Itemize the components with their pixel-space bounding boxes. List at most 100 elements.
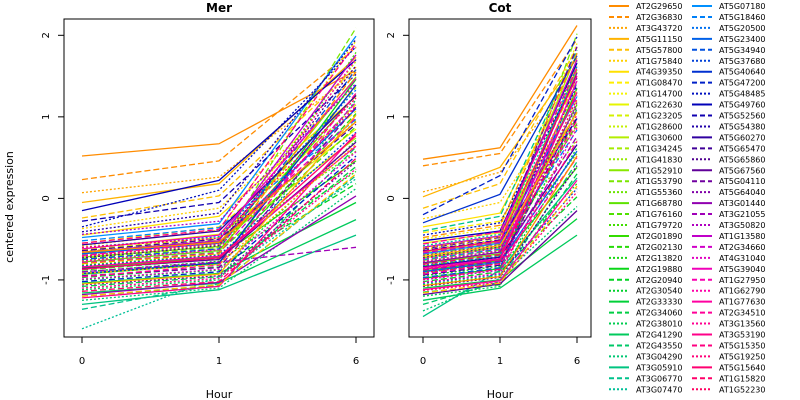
cot-series-line	[422, 206, 578, 312]
cot-series-line	[422, 210, 578, 296]
legend-entry: AT5G65470	[692, 144, 765, 153]
legend-label: AT2G02130	[636, 243, 682, 252]
legend-label: AT5G07180	[719, 2, 765, 11]
cot-series-lines	[422, 25, 578, 318]
cot-series-line	[422, 173, 578, 293]
cot-series-line	[422, 59, 578, 248]
legend-label: AT1G77630	[719, 298, 765, 307]
cot-y-tick-label: 1	[386, 114, 397, 120]
legend-entry: AT1G52910	[609, 166, 682, 175]
mer-series-line	[81, 157, 357, 292]
cot-series-line	[422, 124, 578, 262]
legend-label: AT3G04290	[636, 352, 682, 361]
legend-label: AT2G13820	[636, 254, 682, 263]
legend-entry: AT3G01440	[692, 199, 765, 208]
mer-series-line	[81, 82, 357, 235]
legend-entry: AT5G19250	[692, 352, 765, 361]
legend-label: AT5G19250	[719, 352, 765, 361]
cot-series-line	[422, 116, 578, 275]
mer-series-line	[81, 96, 357, 236]
mer-series-line	[81, 27, 357, 260]
legend-label: AT5G15350	[719, 341, 765, 350]
cot-series-line	[422, 185, 578, 294]
legend-entry: AT1G08470	[609, 79, 682, 88]
cot-series-line	[422, 57, 578, 198]
mer-series-line	[81, 35, 357, 239]
legend-entry: AT5G60270	[692, 133, 765, 142]
legend-label: AT1G53790	[636, 177, 682, 186]
legend-label: AT2G29650	[636, 2, 682, 11]
mer-series-line	[81, 58, 357, 262]
cot-series-line	[422, 108, 578, 297]
cot-series-line	[422, 188, 578, 284]
legend-label: AT1G76160	[636, 210, 682, 219]
legend-label: AT5G47200	[719, 79, 765, 88]
legend-label: AT5G37680	[719, 57, 765, 66]
legend-entry: AT5G57800	[609, 46, 682, 55]
mer-series-line	[81, 178, 357, 330]
legend-entry: AT1G13580	[692, 232, 765, 241]
mer-y-tick-label: 0	[41, 195, 52, 201]
legend-entry: AT5G54380	[692, 122, 765, 131]
cot-series-line	[422, 110, 578, 276]
cot-panel-title: Cot	[489, 1, 512, 15]
legend-label: AT5G34940	[719, 46, 765, 55]
mer-x-tick-label: 6	[353, 356, 359, 367]
legend-entry: AT1G15820	[692, 374, 765, 383]
legend-entry: AT1G77630	[692, 298, 765, 307]
legend-label: AT1G14700	[636, 90, 682, 99]
mer-series-line	[81, 166, 357, 288]
legend-entry: AT2G41290	[609, 331, 682, 340]
legend-label: AT3G06770	[636, 374, 682, 383]
cot-series-line	[422, 92, 578, 270]
legend-label: AT1G34245	[636, 144, 682, 153]
mer-series-line	[81, 92, 357, 278]
legend-label: AT5G60270	[719, 133, 765, 142]
legend-label: AT5G65860	[719, 155, 765, 164]
cot-series-line	[422, 47, 578, 209]
mer-series-line	[81, 168, 357, 289]
mer-x-tick-label: 0	[79, 356, 85, 367]
cot-series-line	[422, 55, 578, 224]
cot-panel: Cot Hour -1 0 1 2 0 1 6	[386, 1, 592, 400]
mer-series-line	[81, 99, 357, 291]
legend-entry: AT1G14700	[609, 90, 682, 99]
cot-series-line	[422, 161, 578, 306]
legend-label: AT5G11150	[636, 35, 682, 44]
legend-label: AT1G55360	[636, 188, 682, 197]
legend-entry: AT1G30600	[609, 133, 682, 142]
legend-label: AT3G05910	[636, 363, 682, 372]
legend-entry: AT3G21055	[692, 210, 765, 219]
legend-entry: AT5G15640	[692, 363, 765, 372]
legend-entry: AT2G34660	[692, 243, 765, 252]
legend-entry: AT5G18460	[692, 13, 765, 22]
cot-series-line	[422, 52, 578, 253]
mer-panel: Mer Hour centered expression -1 0 1 2 0 1 6	[3, 1, 375, 400]
legend-entry: AT5G34940	[692, 46, 765, 55]
legend-entry: AT2G33330	[609, 298, 682, 307]
legend-label: AT2G34660	[719, 243, 765, 252]
legend-label: AT5G04110	[719, 177, 765, 186]
mer-series-line	[81, 121, 357, 253]
mer-series-line	[81, 66, 357, 219]
legend-entry: AT3G07470	[609, 385, 682, 394]
legend-entry: AT5G39040	[692, 265, 765, 274]
legend-label: AT5G54380	[719, 122, 765, 131]
mer-series-line	[81, 234, 357, 306]
cot-series-line	[422, 72, 578, 264]
legend-label: AT1G27950	[719, 276, 765, 285]
cot-series-line	[422, 123, 578, 267]
legend-label: AT1G62790	[719, 287, 765, 296]
mer-series-line	[81, 71, 357, 265]
y-axis-label: centered expression	[3, 151, 16, 263]
cot-series-line	[422, 101, 578, 281]
legend-entry: AT5G49760	[692, 101, 765, 110]
cot-series-line	[422, 39, 578, 167]
legend-entry: AT1G79720	[609, 221, 682, 230]
cot-series-line	[422, 82, 578, 279]
legend-entry: AT1G22630	[609, 101, 682, 110]
legend-label: AT5G52560	[719, 112, 765, 121]
legend-entry: AT1G62790	[692, 287, 765, 296]
cot-x-tick-label: 1	[497, 356, 503, 367]
legend-entry: AT2G19880	[609, 265, 682, 274]
